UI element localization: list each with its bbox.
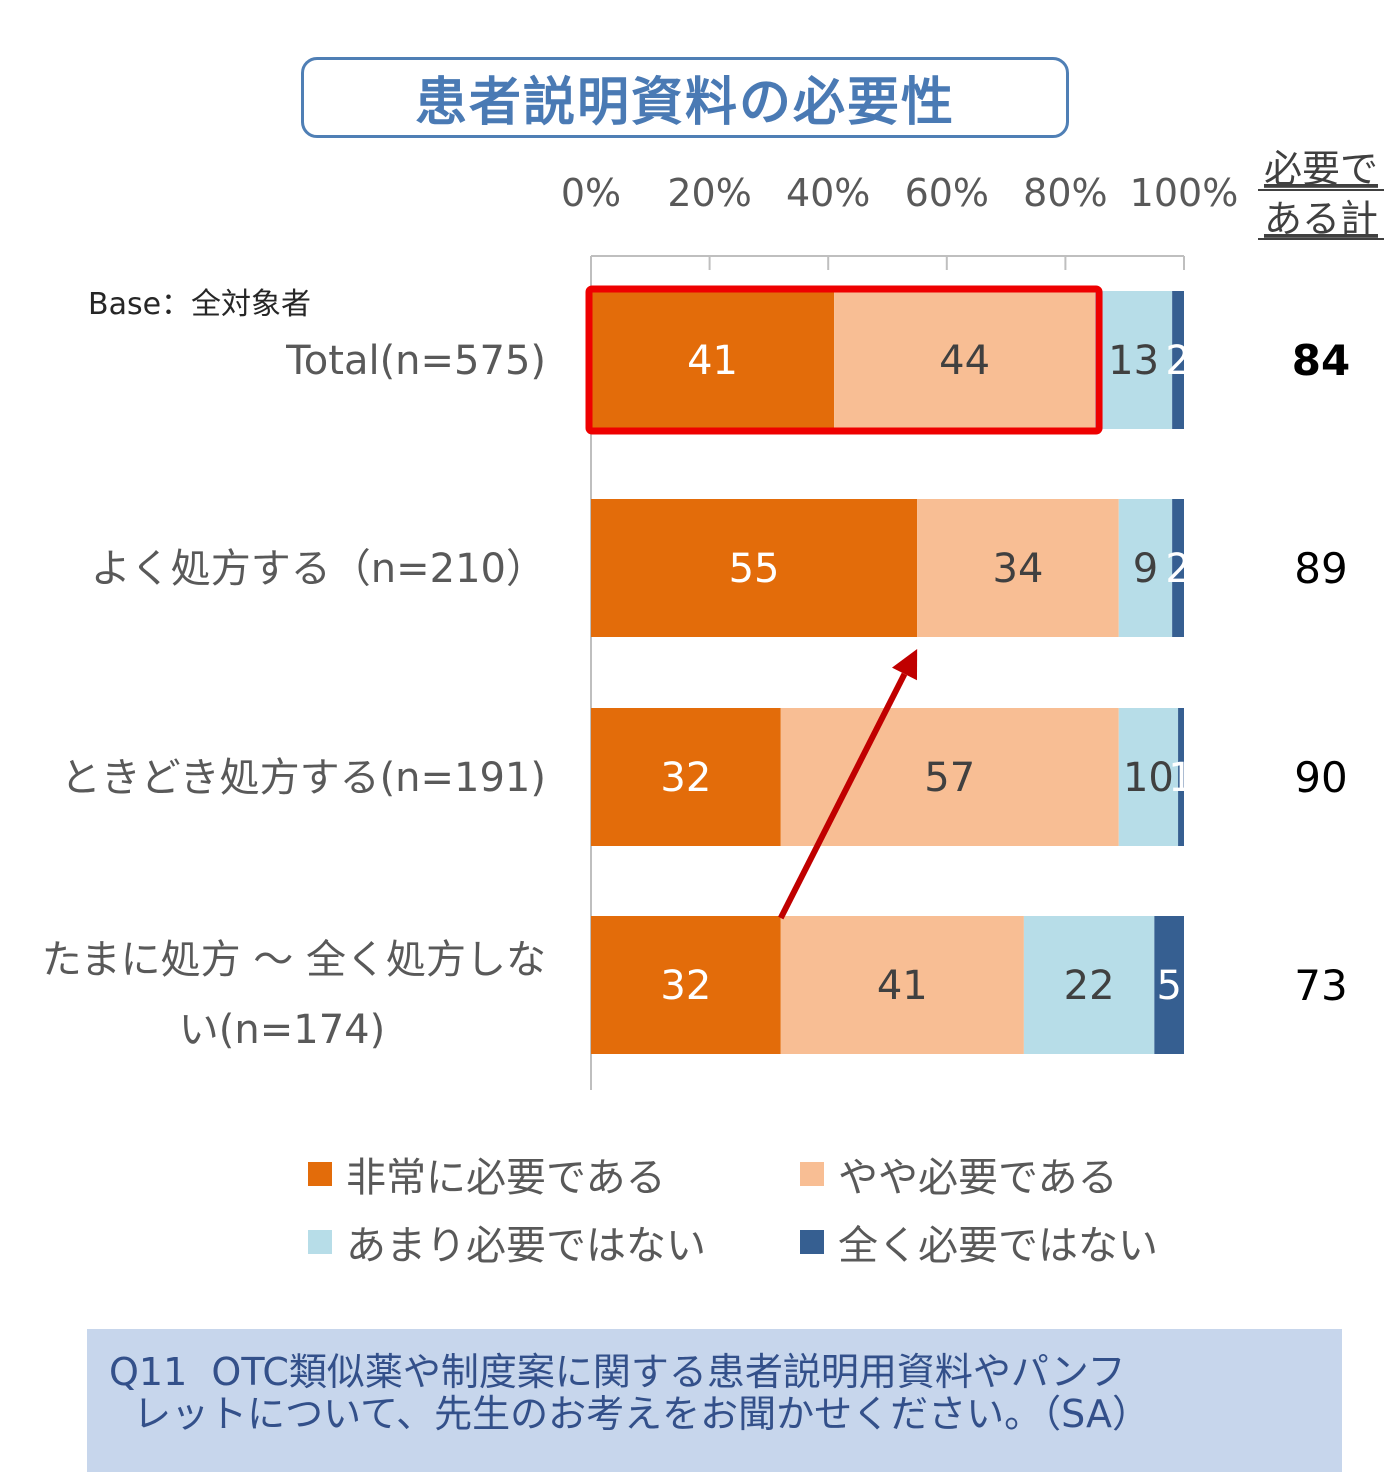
legend-label: 全く必要ではない [838, 1223, 1158, 1269]
bar-segment [1095, 291, 1173, 429]
data-label: 5 [1156, 963, 1181, 1009]
bar-segment [780, 708, 1119, 846]
bar-segment [591, 291, 835, 429]
data-label: 34 [993, 546, 1044, 592]
x-tick-label: 60% [905, 171, 989, 215]
data-label: 41 [877, 963, 928, 1009]
data-label: 1 [1168, 755, 1193, 801]
x-tick-label: 20% [667, 171, 751, 215]
category-label: たまに処方 ～ 全く処方しな [42, 937, 546, 983]
legend-swatch [308, 1162, 332, 1186]
bar-segment [1023, 916, 1155, 1054]
side-header-line: ある計 [1264, 197, 1378, 241]
data-label: 9 [1133, 546, 1158, 592]
bar-segment [1118, 708, 1179, 846]
category-label: い(n=174) [179, 1007, 385, 1053]
necessary-total-value: 90 [1294, 753, 1347, 802]
side-header-line: 必要で [1264, 147, 1378, 191]
bar-segment [917, 499, 1119, 637]
bar-segment [834, 291, 1096, 429]
data-label: 10 [1123, 755, 1174, 801]
legend-label: やや必要である [838, 1155, 1118, 1201]
data-label: 44 [939, 338, 990, 384]
trend-arrow-head [892, 649, 918, 681]
data-label: 41 [687, 338, 738, 384]
necessary-total-value: 73 [1294, 961, 1347, 1010]
category-label: ときどき処方する(n=191) [61, 755, 546, 801]
category-label: Total(n=575) [285, 338, 546, 384]
legend: 非常に必要である やや必要であるあまり必要ではない 全く必要ではない [308, 1145, 1158, 1271]
bar-segment [591, 708, 781, 846]
x-tick-label: 80% [1023, 171, 1107, 215]
bar-segment [1154, 916, 1184, 1054]
legend-item: 非常に必要である [308, 1145, 666, 1203]
data-label: 2 [1165, 546, 1190, 592]
data-label: 57 [924, 755, 975, 801]
highlight-box [585, 285, 1103, 435]
data-label: 13 [1108, 338, 1159, 384]
bar-segment [1178, 708, 1184, 846]
legend-swatch [800, 1230, 824, 1254]
necessary-total-value: 89 [1294, 544, 1347, 593]
legend-label: 非常に必要である [346, 1155, 666, 1201]
bar-segment [780, 916, 1024, 1054]
data-label: 32 [660, 755, 711, 801]
legend-item: やや必要である [800, 1145, 1118, 1203]
question-text: Q11 OTC類似薬や制度案に関する患者説明用資料やパンフ レットについて、先生… [87, 1329, 1342, 1472]
legend-swatch [308, 1230, 332, 1254]
base-note: Base：全対象者 [88, 287, 311, 322]
x-tick-label: 40% [786, 171, 870, 215]
legend-item: あまり必要ではない [308, 1213, 706, 1271]
bar-segment [1118, 499, 1173, 637]
legend-swatch [800, 1162, 824, 1186]
legend-label: あまり必要ではない [346, 1223, 706, 1269]
data-label: 22 [1064, 963, 1115, 1009]
x-tick-label: 100% [1130, 171, 1239, 215]
necessary-total-value: 84 [1292, 336, 1350, 385]
chart-title: 患者説明資料の必要性 [301, 57, 1069, 138]
data-label: 2 [1165, 338, 1190, 384]
bar-segment [591, 499, 918, 637]
data-label: 55 [729, 546, 780, 592]
data-label: 32 [660, 963, 711, 1009]
bar-segment [591, 916, 781, 1054]
trend-arrow [778, 672, 908, 920]
bar-segment [1172, 499, 1184, 637]
x-tick-label: 0% [561, 171, 621, 215]
bar-segment [1172, 291, 1184, 429]
category-label: よく処方する（n=210） [91, 546, 546, 592]
legend-item: 全く必要ではない [800, 1213, 1158, 1271]
